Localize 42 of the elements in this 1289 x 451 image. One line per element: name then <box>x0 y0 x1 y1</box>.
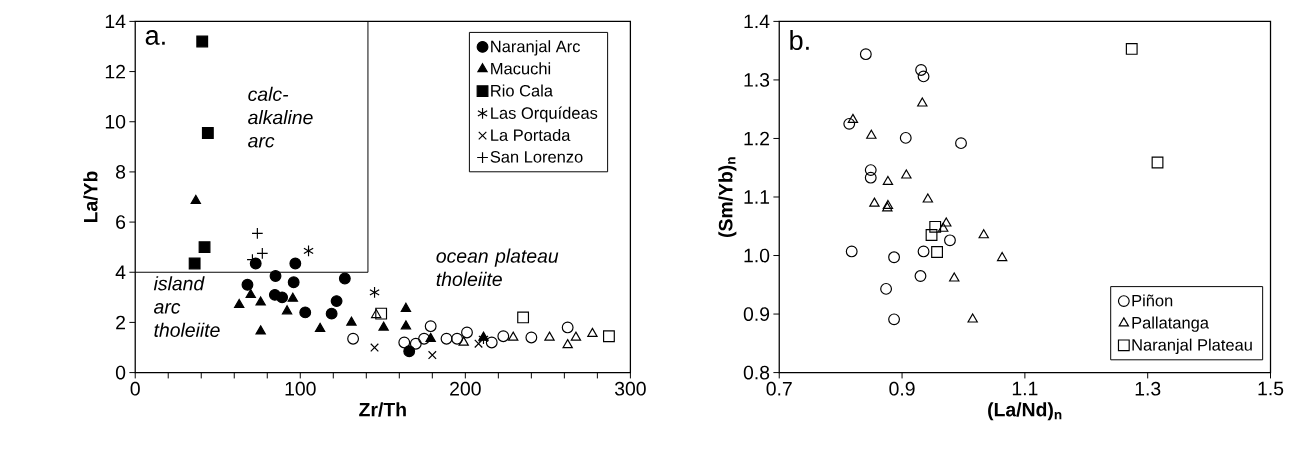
y-tick-label: 0.9 <box>743 307 770 321</box>
y-tick-label: 14 <box>105 14 126 28</box>
x-axis-title: Zr/Th <box>359 402 406 417</box>
x-tick-label: 0.9 <box>889 381 915 396</box>
x-tick-label: 0 <box>130 381 140 396</box>
y-tick-label: 2 <box>116 315 125 329</box>
legend-label: Naranjal Plateau <box>1132 338 1252 354</box>
x-tick-label: 1.1 <box>1012 381 1038 395</box>
x-tick-label: 300 <box>614 381 646 396</box>
annotation: ocean plateau tholeiite <box>436 248 559 286</box>
annotation: b. <box>790 29 809 50</box>
x-tick-label: 1.5 <box>1258 381 1284 396</box>
legend-label: Pallatanga <box>1132 316 1209 332</box>
x-tick-label: 0.7 <box>766 381 792 396</box>
y-axis-title: La/Yb <box>83 171 98 222</box>
y-tick-label: 6 <box>116 215 126 229</box>
y-tick-label: 1.1 <box>744 190 770 204</box>
x-tick-label: 200 <box>450 381 481 396</box>
y-tick-label: 12 <box>105 64 125 79</box>
x-axis-title: (La/Nd)$_{n}$ <box>988 402 1062 421</box>
x-tick-label: 100 <box>285 381 316 396</box>
legend-label: Piñon <box>1132 294 1173 307</box>
y-tick-label: 8 <box>116 164 126 179</box>
y-tick-label: 1.2 <box>744 131 769 146</box>
y-tick-label: 10 <box>105 114 126 129</box>
legend-label: La Portada <box>491 128 571 141</box>
x-tick-label: 1.3 <box>1135 381 1161 396</box>
y-tick-label: 4 <box>115 265 126 279</box>
legend-label: San Lorenzo <box>490 150 583 163</box>
legend-label: Las Orquídeas <box>491 106 598 122</box>
y-tick-label: 0.8 <box>743 365 770 380</box>
y-axis-title: (Sm/Yb)$_{n}$ <box>718 157 737 237</box>
y-tick-label: 1.4 <box>744 14 770 28</box>
y-tick-label: 0 <box>115 365 126 380</box>
y-tick-label: 1.0 <box>744 248 770 263</box>
legend-label: Rio Cala <box>491 84 553 97</box>
legend-label: Naranjal Arc <box>491 40 580 56</box>
annotation: island arc tholeiite <box>153 276 220 337</box>
annotation: calc-alkaline arc <box>248 86 313 148</box>
y-tick-label: 1.3 <box>744 72 770 87</box>
legend-label: Macuchi <box>491 62 551 75</box>
annotation: a. <box>145 29 165 45</box>
